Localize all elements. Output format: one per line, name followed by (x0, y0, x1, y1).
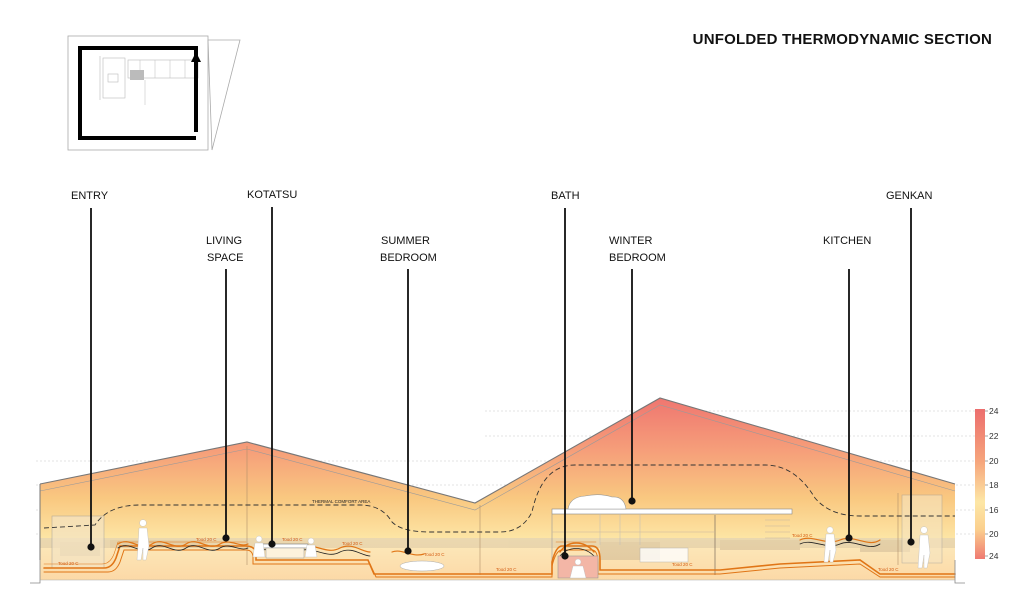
scale-tick: 18 (989, 480, 999, 490)
temperature-scale: 24 22 20 18 16 20 24 (975, 406, 999, 561)
scale-tick: 24 (989, 406, 999, 416)
furniture (261, 543, 689, 579)
floor-temperature-tags: Tood 20 C Tood 20 C Tood 20 C Tood 20 C … (58, 533, 899, 572)
floor-tag: Tood 20 C (424, 552, 445, 557)
label-living-line1: LIVING (206, 235, 242, 247)
label-summer-bedroom: SUMMER BEDROOM (380, 235, 437, 555)
floor-tag: Tood 20 C (58, 561, 79, 566)
label-genkan-line1: GENKAN (886, 190, 933, 202)
scale-tick: 20 (989, 456, 999, 466)
label-winter-bedroom: WINTER BEDROOM (609, 235, 666, 505)
label-kitchen-line1: KITCHEN (823, 235, 871, 247)
label-genkan: GENKAN (886, 190, 933, 546)
temperature-scale-bar (975, 409, 985, 559)
label-bath-line1: BATH (551, 190, 580, 202)
label-summer-line2: BEDROOM (380, 252, 437, 264)
label-summer-line1: SUMMER (381, 235, 430, 247)
space-labels: ENTRY LIVING SPACE KOTATSU SUMMER BEDROO… (71, 189, 933, 560)
floor-tag: Tood 20 C (282, 537, 303, 542)
ground-line (30, 560, 965, 584)
label-bath: BATH (551, 190, 580, 560)
floor-tag: Tood 20 C (792, 533, 813, 538)
house-section (39, 397, 956, 580)
heating-coils (117, 537, 881, 557)
thermal-comfort-boundary (43, 464, 955, 533)
label-entry: ENTRY (71, 190, 109, 551)
label-kotatsu-line1: KOTATSU (247, 189, 297, 201)
label-entry-line1: ENTRY (71, 190, 109, 202)
label-winter-line1: WINTER (609, 235, 652, 247)
thermal-comfort-label: THERMAL COMFORT AREA (312, 499, 370, 504)
floor-tag: Tood 20 C (342, 541, 363, 546)
key-plan (67, 35, 241, 151)
floor-tag: Tood 20 C (496, 567, 517, 572)
scale-tick: 16 (989, 505, 999, 515)
floor-tag: Tood 20 C (196, 537, 217, 542)
people (136, 519, 931, 579)
label-kotatsu: KOTATSU (247, 189, 297, 548)
floor-tag: Tood 20 C (878, 567, 899, 572)
label-kitchen: KITCHEN (823, 235, 871, 542)
scale-tick: 24 (989, 551, 999, 561)
scale-tick: 22 (989, 431, 999, 441)
label-living-line2: SPACE (207, 252, 243, 264)
label-winter-line2: BEDROOM (609, 252, 666, 264)
floor-tag: Tood 20 C (672, 562, 693, 567)
label-living-space: LIVING SPACE (206, 235, 243, 542)
scale-tick: 20 (989, 529, 999, 539)
section-title: UNFOLDED THERMODYNAMIC SECTION (693, 31, 992, 48)
